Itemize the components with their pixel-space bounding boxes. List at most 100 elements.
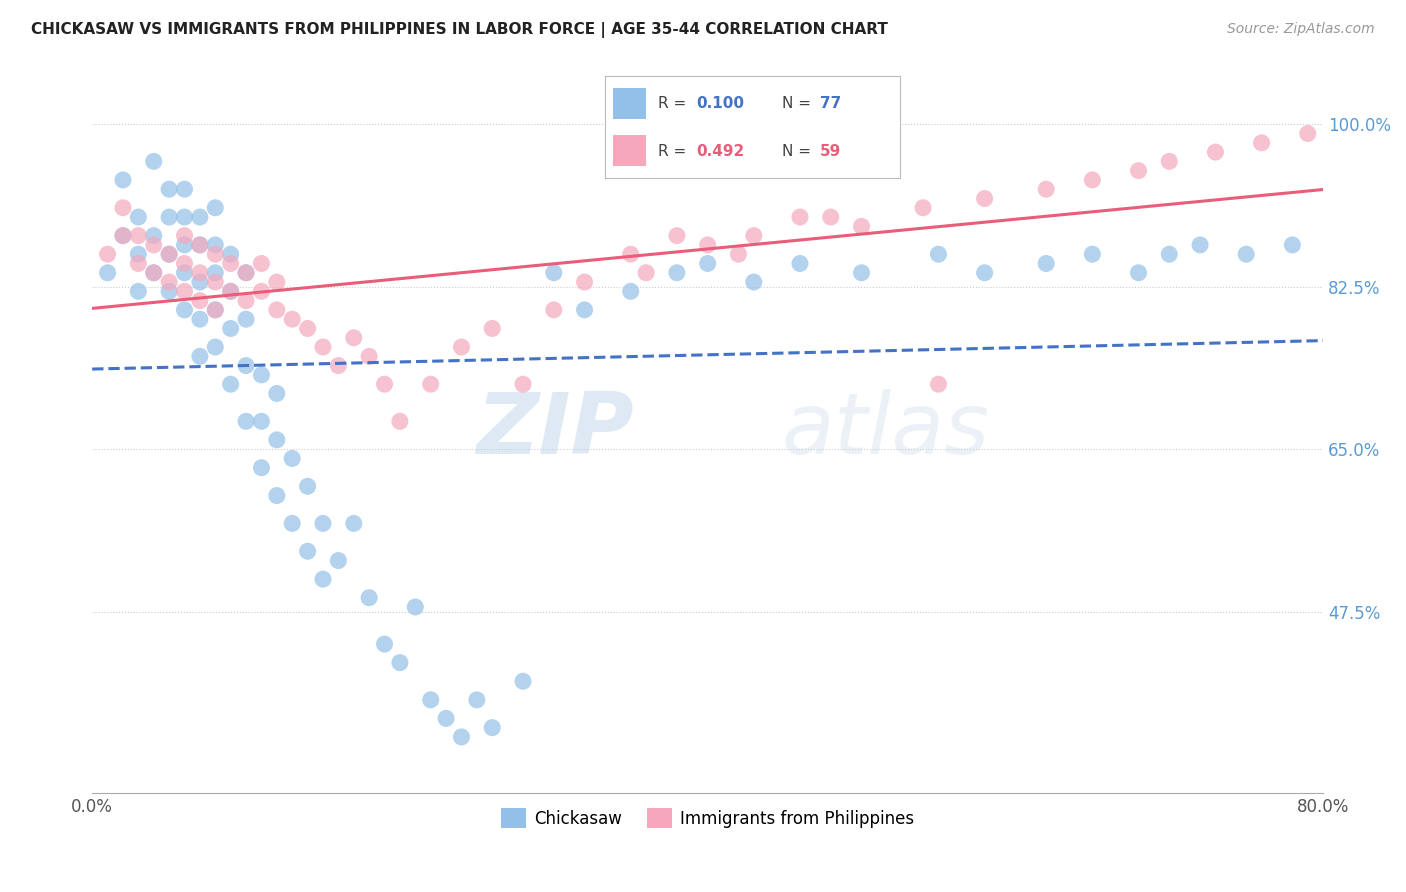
Point (127, 210, 149, 224)
Point (188, 266, 211, 280)
Text: 77: 77 (820, 95, 841, 111)
Point (204, 238, 226, 252)
Point (373, 377, 395, 392)
Point (188, 210, 211, 224)
Point (328, 359, 350, 373)
Point (419, 377, 441, 392)
Point (127, 285, 149, 299)
Point (235, 359, 257, 373)
Point (111, 228, 134, 243)
Point (235, 414, 257, 428)
Point (281, 451, 304, 466)
Point (696, 238, 718, 252)
Point (973, 266, 995, 280)
Point (481, 721, 503, 735)
Point (465, 693, 488, 707)
Point (1296, 127, 1319, 141)
Point (1159, 247, 1181, 261)
Point (188, 238, 211, 252)
Point (235, 266, 257, 280)
Text: CHICKASAW VS IMMIGRANTS FROM PHILIPPINES IN LABOR FORCE | AGE 35-44 CORRELATION : CHICKASAW VS IMMIGRANTS FROM PHILIPPINES… (31, 22, 887, 38)
Point (927, 247, 949, 261)
Point (204, 302, 226, 317)
Point (312, 572, 335, 586)
Point (543, 266, 565, 280)
Point (173, 228, 195, 243)
Point (851, 219, 873, 234)
Text: R =: R = (658, 95, 690, 111)
Point (97, 266, 120, 280)
Point (620, 285, 643, 299)
Point (204, 275, 226, 289)
Point (266, 302, 288, 317)
Point (281, 312, 304, 326)
Point (1234, 247, 1257, 261)
Point (188, 349, 211, 363)
Point (111, 173, 134, 187)
Point (665, 228, 688, 243)
Point (297, 544, 319, 558)
Point (157, 182, 180, 196)
Point (204, 266, 226, 280)
Point (1035, 182, 1057, 196)
Point (1128, 163, 1150, 178)
Text: 59: 59 (820, 144, 841, 159)
Point (404, 599, 426, 614)
Point (204, 201, 226, 215)
Point (204, 302, 226, 317)
Text: 0.492: 0.492 (696, 144, 744, 159)
Text: N =: N = (782, 144, 815, 159)
Point (1281, 238, 1303, 252)
Point (481, 321, 503, 335)
Point (173, 256, 195, 270)
Point (789, 256, 811, 270)
Point (219, 285, 242, 299)
Point (173, 210, 195, 224)
Point (250, 414, 273, 428)
Point (1204, 145, 1226, 159)
Point (219, 247, 242, 261)
Point (266, 386, 288, 401)
Point (742, 275, 765, 289)
Point (219, 256, 242, 270)
Point (574, 302, 596, 317)
Point (1035, 256, 1057, 270)
Point (281, 516, 304, 531)
Point (434, 711, 457, 725)
Point (1159, 154, 1181, 169)
Point (574, 275, 596, 289)
Point (235, 312, 257, 326)
Point (312, 340, 335, 354)
Point (250, 460, 273, 475)
Point (543, 302, 565, 317)
Point (127, 247, 149, 261)
Point (188, 312, 211, 326)
FancyBboxPatch shape (613, 88, 645, 119)
Point (450, 730, 472, 744)
Point (343, 331, 366, 345)
Text: Source: ZipAtlas.com: Source: ZipAtlas.com (1227, 22, 1375, 37)
Point (188, 293, 211, 308)
Point (142, 238, 165, 252)
Point (359, 591, 381, 605)
Point (450, 340, 472, 354)
Point (173, 266, 195, 280)
Point (127, 228, 149, 243)
Point (235, 293, 257, 308)
Point (188, 238, 211, 252)
Point (927, 377, 949, 392)
Point (250, 256, 273, 270)
Point (1189, 238, 1212, 252)
Point (912, 201, 935, 215)
Point (727, 247, 749, 261)
Point (388, 656, 411, 670)
Point (219, 377, 242, 392)
Text: ZIP: ZIP (477, 389, 634, 472)
Point (297, 321, 319, 335)
Point (297, 479, 319, 493)
Point (142, 266, 165, 280)
Point (388, 414, 411, 428)
Point (219, 285, 242, 299)
Point (157, 285, 180, 299)
Point (173, 238, 195, 252)
